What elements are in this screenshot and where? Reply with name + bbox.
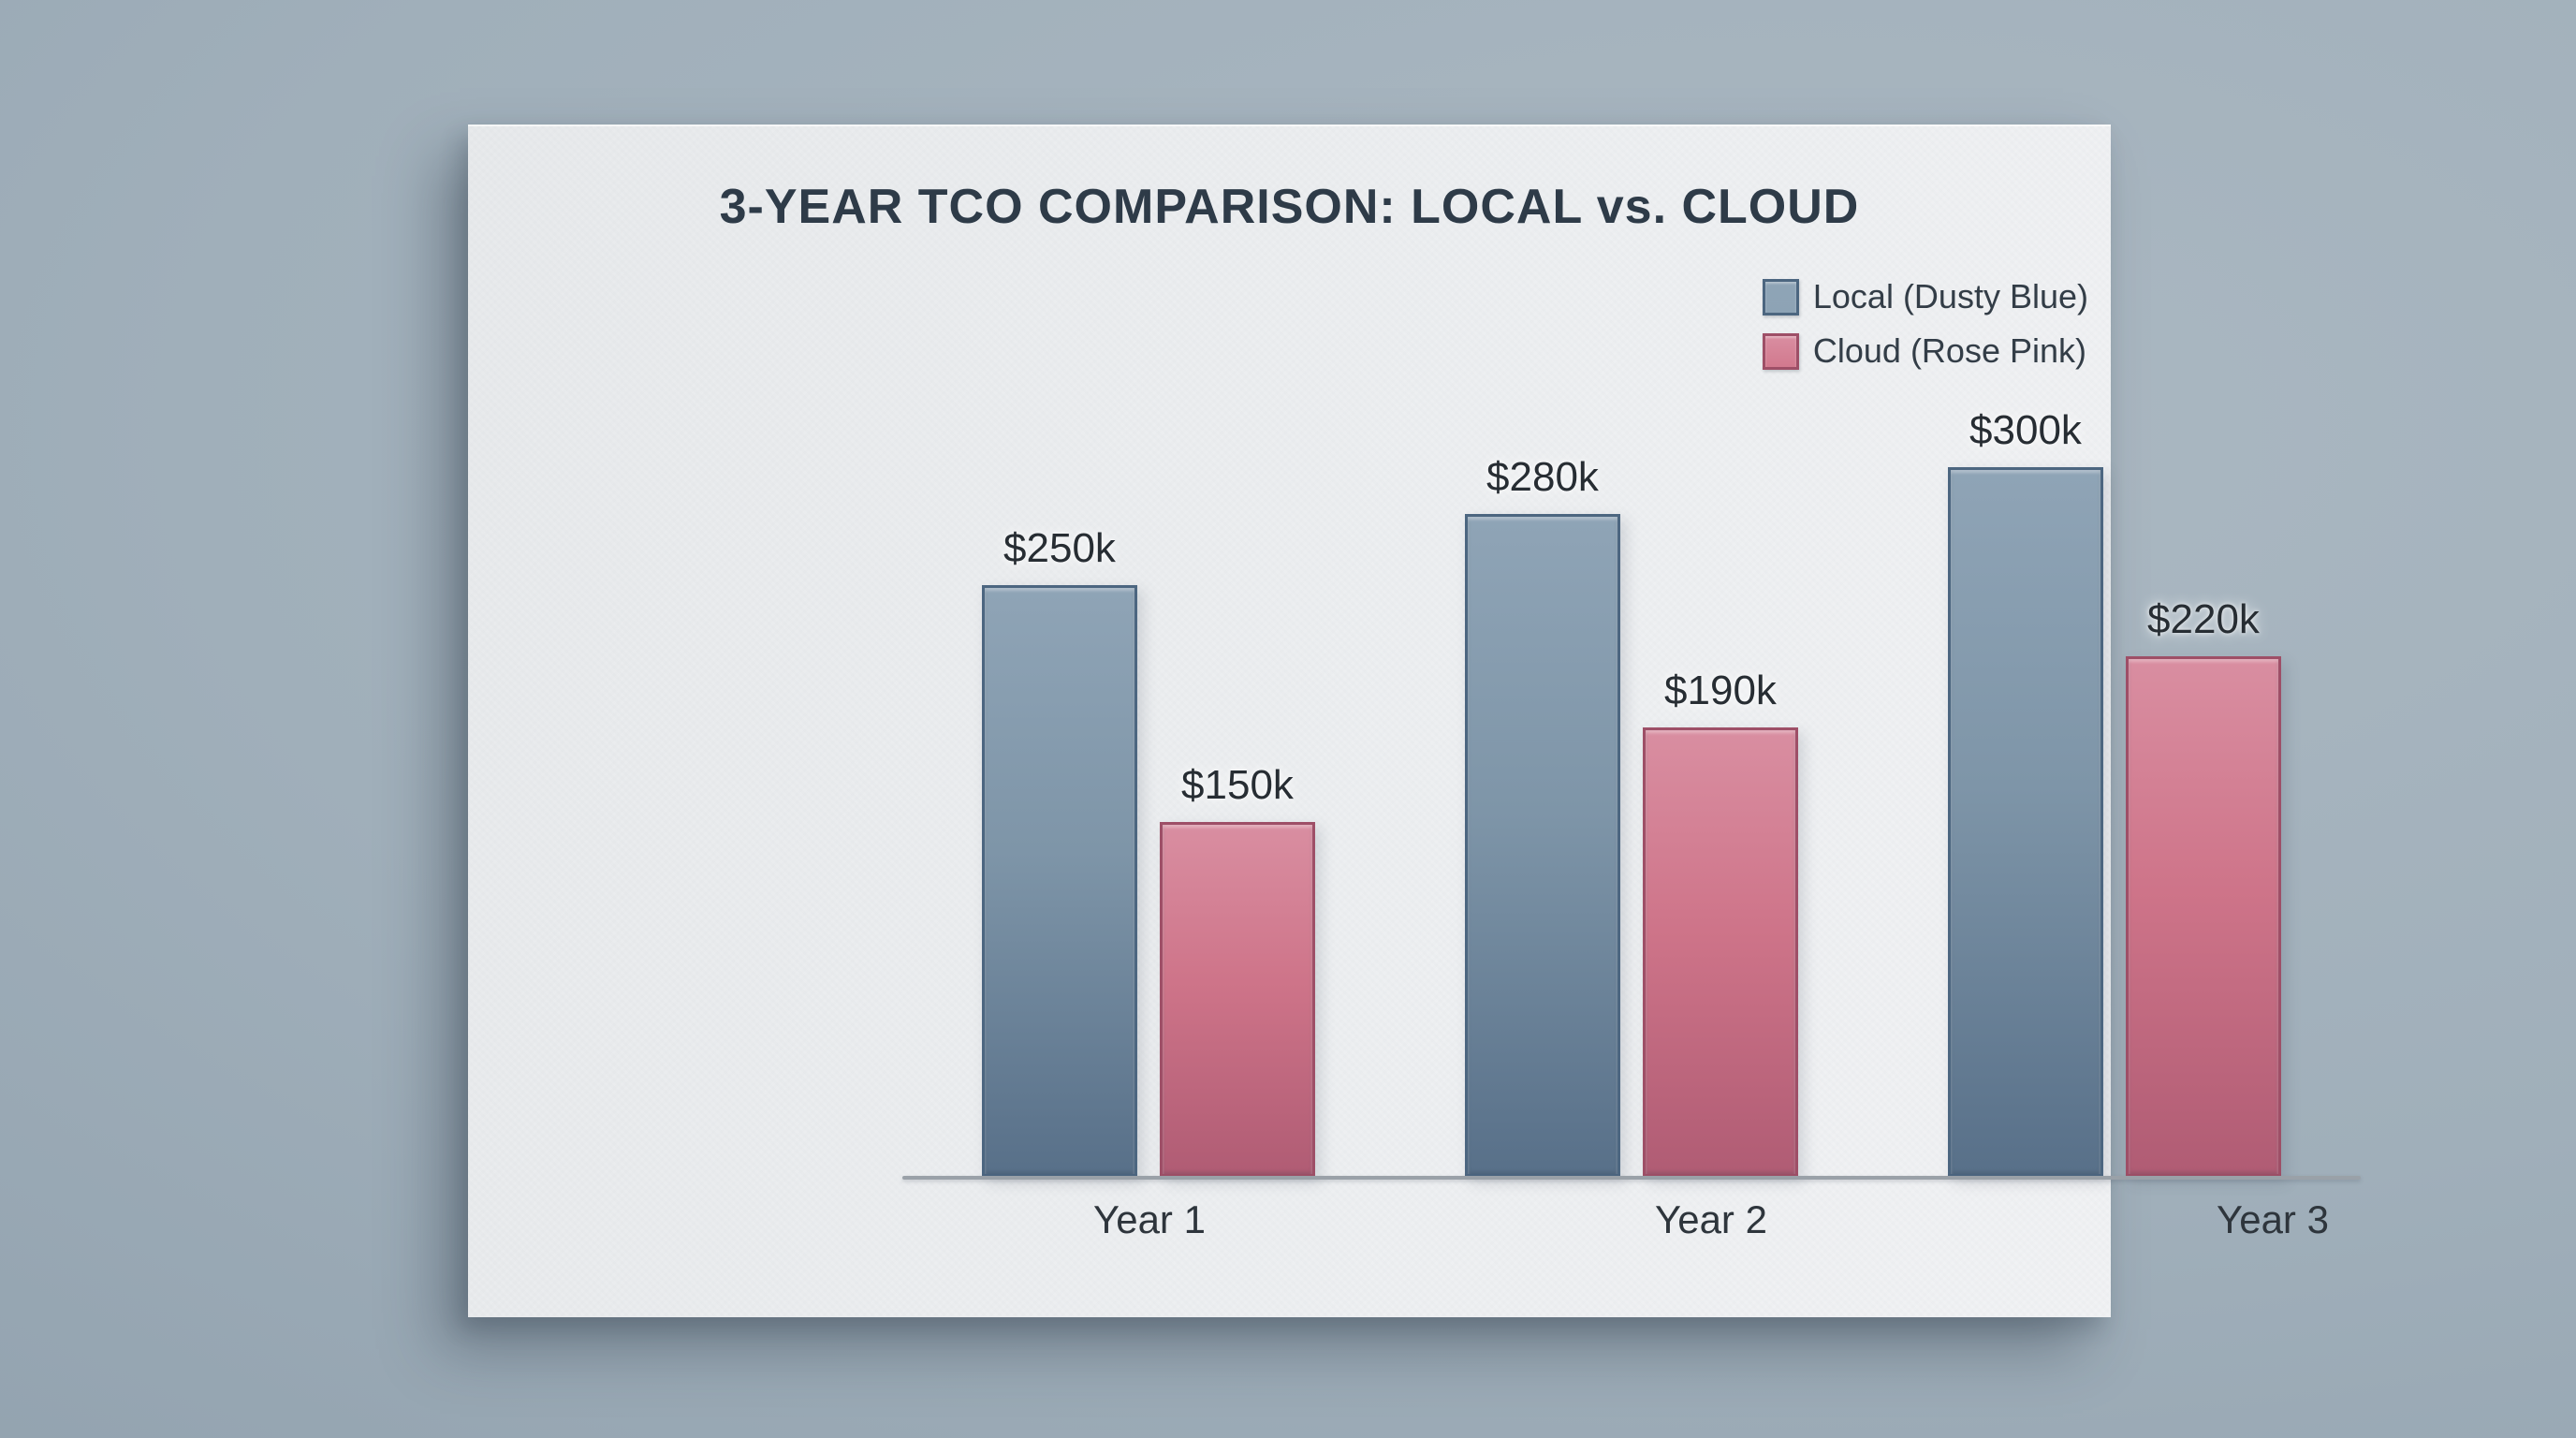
bar-column: $280k xyxy=(1465,454,1620,1177)
category-label-2: Year 2 xyxy=(1655,1197,1767,1241)
plot-area: $250k $150k $280k $190k $300k $220k xyxy=(902,125,2361,1180)
bar-column: $300k xyxy=(1948,407,2103,1177)
value-label-cloud-3: $220k xyxy=(2147,596,2260,642)
legend: Local (Dusty Blue) Cloud (Rose Pink) xyxy=(1762,277,2088,371)
local-bar-1 xyxy=(982,585,1137,1177)
bar-group-1: $250k $150k xyxy=(982,525,1315,1177)
bar-column: $220k xyxy=(2126,596,2281,1177)
value-label-local-1: $250k xyxy=(1003,525,1116,571)
value-label-local-3: $300k xyxy=(1969,407,2082,453)
x-axis-line xyxy=(902,1176,2361,1180)
bar-group-3: $300k $220k xyxy=(1948,407,2281,1177)
legend-label-cloud: Cloud (Rose Pink) xyxy=(1812,331,2086,370)
chart-card: 3-YEAR TCO COMPARISON: LOCAL vs. CLOUD L… xyxy=(468,125,2361,1317)
cloud-bar-2 xyxy=(1643,727,1798,1177)
cloud-bar-1 xyxy=(1160,822,1315,1177)
category-axis-labels: Year 1 Year 2 Year 3 xyxy=(902,1197,2520,1242)
cloud-bar-3 xyxy=(2126,656,2281,1177)
legend-label-local: Local (Dusty Blue) xyxy=(1812,277,2088,315)
legend-row-cloud: Cloud (Rose Pink) xyxy=(1762,331,2088,371)
value-label-cloud-1: $150k xyxy=(1181,762,1294,808)
bar-column: $150k xyxy=(1160,762,1315,1177)
value-label-cloud-2: $190k xyxy=(1664,668,1777,713)
category-label-3: Year 3 xyxy=(2217,1197,2329,1241)
bar-column: $250k xyxy=(982,525,1137,1177)
value-label-local-2: $280k xyxy=(1486,454,1599,500)
local-bar-3 xyxy=(1948,467,2103,1177)
chart-title: 3-YEAR TCO COMPARISON: LOCAL vs. CLOUD xyxy=(719,180,1860,234)
legend-row-local: Local (Dusty Blue) xyxy=(1762,277,2088,316)
bar-group-2: $280k $190k xyxy=(1465,454,1798,1177)
category-label-1: Year 1 xyxy=(1093,1197,1206,1241)
local-series-swatch-icon xyxy=(1762,278,1799,315)
cloud-series-swatch-icon xyxy=(1762,332,1799,370)
local-bar-2 xyxy=(1465,514,1620,1177)
bar-groups: $250k $150k $280k $190k $300k $220k xyxy=(902,407,2361,1177)
bar-column: $190k xyxy=(1643,668,1798,1177)
